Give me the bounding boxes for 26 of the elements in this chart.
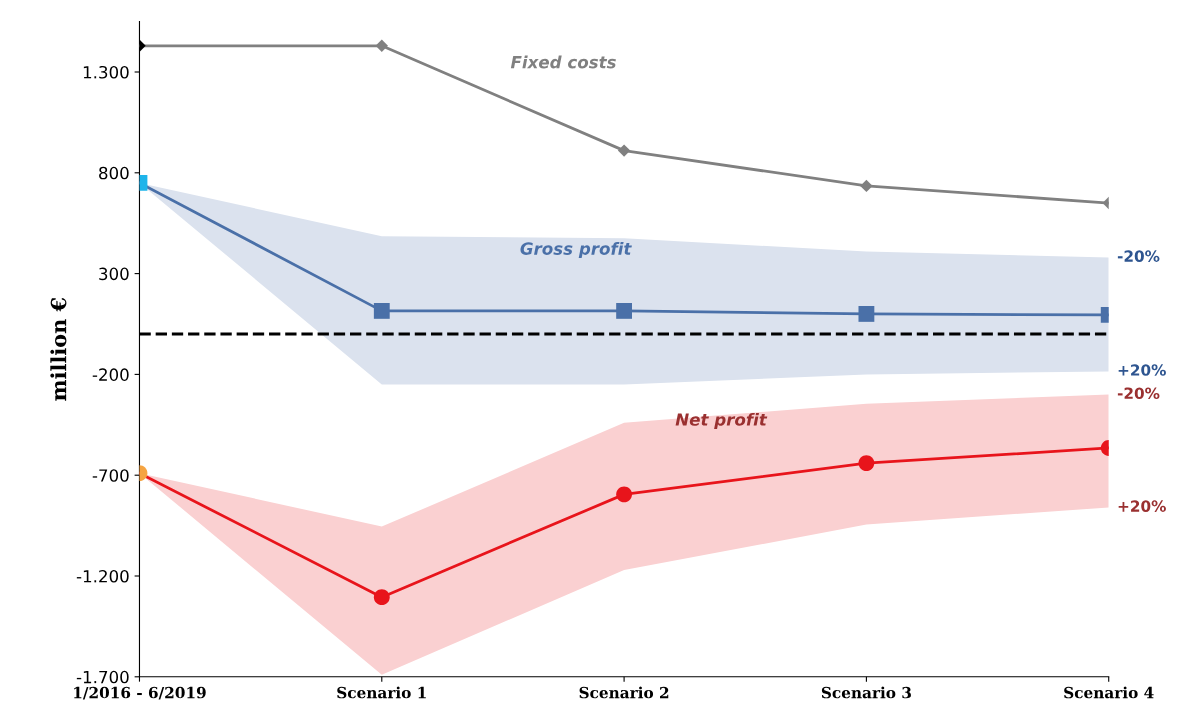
text: Gross profit	[520, 241, 632, 259]
y-tick-label: 800	[99, 166, 129, 180]
x-tick-label: Scenario 1	[337, 686, 426, 699]
y-tick-label: -1.700	[76, 670, 129, 684]
point	[616, 302, 633, 319]
x-tick-label: 1/2016 - 6/2019	[74, 686, 206, 700]
x-tick-label: Scenario 4	[1064, 686, 1154, 699]
text: Net profit	[675, 412, 768, 430]
y-tick-label: -200	[92, 368, 129, 381]
annotation: +20%	[1118, 364, 1166, 376]
annotation: -20%	[1117, 250, 1160, 262]
annotation: -20%	[1117, 387, 1160, 399]
series-label: Fixed costs	[510, 55, 616, 69]
annotation: +20%	[1118, 500, 1166, 512]
y-axis-title: million €	[50, 297, 67, 401]
y-tick-label: 300	[99, 267, 129, 281]
x-tick-label: Scenario 2	[579, 686, 669, 699]
point	[860, 179, 873, 193]
point	[858, 306, 875, 322]
y-tick-label: -700	[92, 469, 129, 482]
point	[617, 144, 631, 157]
point	[616, 486, 633, 503]
x-tick-label: Scenario 3	[821, 686, 911, 699]
y-tick-label: -1.200	[76, 569, 129, 583]
y-tick-label: 1.300	[83, 65, 129, 79]
point	[858, 455, 875, 472]
